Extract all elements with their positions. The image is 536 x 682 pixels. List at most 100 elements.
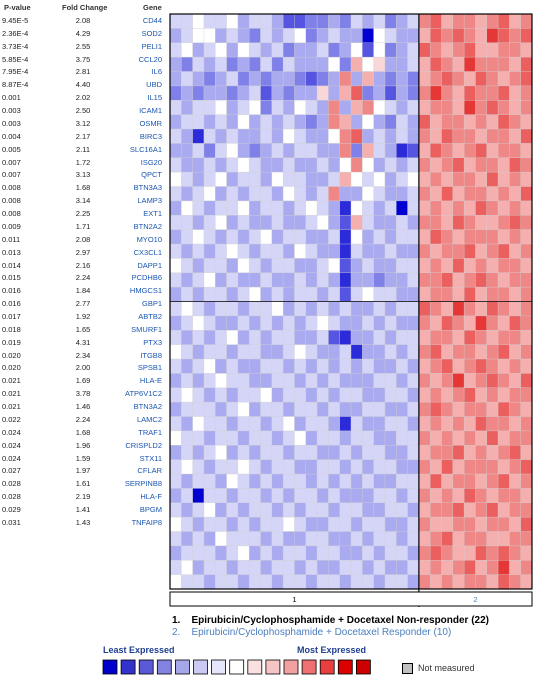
heatmap-cell (384, 272, 397, 288)
heatmap-cell (430, 215, 442, 230)
legend-swatch (337, 659, 353, 675)
heatmap-cell (520, 114, 533, 130)
heatmap-cell (203, 315, 216, 331)
heatmap-cell (170, 28, 182, 44)
gene-link[interactable]: CCL20 (138, 54, 162, 64)
heatmap-cell (452, 229, 465, 245)
heatmap-cell (305, 545, 318, 561)
gene-link[interactable]: DAPP1 (137, 260, 162, 270)
gene-link[interactable]: BTN3A3 (133, 183, 162, 193)
gene-link[interactable]: ICAM1 (139, 106, 162, 116)
gene-link[interactable]: BTN3A2 (133, 402, 162, 412)
gene-link[interactable]: CFLAR (137, 466, 162, 476)
heatmap-cell (362, 28, 374, 44)
gene-link[interactable]: GBP1 (141, 299, 162, 309)
heatmap-cell (407, 301, 420, 317)
heatmap-cell (215, 100, 227, 115)
heatmap-cell (509, 373, 521, 389)
heatmap-cell (384, 459, 397, 475)
gene-link[interactable]: ITGB8 (140, 350, 162, 360)
heatmap-cell (260, 57, 273, 72)
gene-link[interactable]: HMGCS1 (129, 286, 162, 296)
gene-link[interactable]: ATP6V1C2 (125, 389, 162, 399)
heatmap-cell (237, 157, 250, 173)
gene-link[interactable]: SMURF1 (131, 324, 162, 334)
heatmap-cell (407, 129, 420, 144)
gene-link[interactable]: SPSB1 (137, 363, 162, 373)
gene-link[interactable]: LAMP3 (137, 196, 162, 206)
heatmap-cell (226, 402, 239, 417)
heatmap-cell (486, 459, 499, 475)
heatmap-cell (170, 560, 182, 575)
heatmap-cell (260, 373, 273, 389)
gene-link[interactable]: MYO10 (136, 234, 162, 244)
heatmap-cell (328, 531, 340, 547)
heatmap-cell (339, 244, 352, 259)
group-1-legend: 1. Epirubicin/Cyclophosphamide + Docetax… (172, 615, 489, 626)
heatmap-cell (170, 85, 182, 101)
fold-change-cell: 3.13 (75, 170, 91, 180)
heatmap-cell (498, 114, 510, 130)
gene-link[interactable]: ISG20 (140, 157, 162, 167)
heatmap-cell (396, 359, 408, 374)
gene-link[interactable]: PELI1 (141, 41, 162, 51)
gene-link[interactable]: PTX3 (143, 337, 162, 347)
heatmap-cell (475, 359, 488, 374)
gene-link[interactable]: QPCT (141, 170, 162, 180)
heatmap-cell (328, 545, 340, 561)
heatmap-cell (339, 387, 352, 403)
heatmap-cell (407, 574, 420, 590)
heatmap-cell (486, 258, 499, 274)
gene-link[interactable]: STX11 (139, 453, 162, 463)
heatmap-cell (486, 474, 499, 489)
heatmap-cell (215, 359, 227, 374)
heatmap-cell (271, 517, 284, 532)
gene-link[interactable]: SLC16A1 (129, 144, 162, 154)
heatmap-cell (498, 229, 510, 245)
gene-link[interactable]: BPGM (139, 505, 162, 515)
gene-link[interactable]: SERPINB8 (124, 479, 162, 489)
gene-link[interactable]: SOD2 (141, 28, 162, 38)
gene-link[interactable]: UBD (146, 80, 162, 90)
heatmap-cell (260, 114, 273, 130)
heatmap-cell (441, 545, 454, 561)
gene-link[interactable]: TRAF1 (138, 427, 162, 437)
gene-link[interactable]: BTN2A2 (133, 221, 162, 231)
gene-link[interactable]: TNFAIP8 (131, 517, 162, 527)
heatmap-cell (351, 402, 363, 417)
heatmap-cell (384, 416, 397, 432)
heatmap-cell (407, 114, 420, 130)
gene-link[interactable]: PCDHB6 (131, 273, 162, 283)
gene-link[interactable]: HLA-F (140, 492, 162, 502)
heatmap-cell (249, 85, 261, 101)
gene-link[interactable]: ABTB2 (138, 312, 162, 321)
gene-link[interactable]: HLA-E (139, 376, 162, 386)
heatmap-cell (509, 488, 521, 504)
heatmap-cell (498, 100, 510, 115)
gene-link[interactable]: IL6 (151, 67, 162, 77)
heatmap-cell (475, 430, 488, 446)
gene-link[interactable]: IL15 (147, 93, 162, 103)
heatmap-cell (396, 517, 408, 532)
gene-link[interactable]: CX3CL1 (133, 247, 162, 257)
heatmap-cell (339, 344, 352, 360)
heatmap-cell (384, 488, 397, 504)
heatmap-cell (317, 57, 329, 72)
gene-link[interactable]: EXT1 (143, 209, 162, 219)
heatmap-cell (181, 459, 193, 475)
heatmap-cell (441, 301, 454, 317)
heatmap-cell (249, 229, 261, 245)
heatmap-cell (509, 129, 521, 144)
heatmap-cell (475, 42, 488, 58)
gene-link[interactable]: LAMC2 (136, 414, 162, 424)
heatmap-cell (384, 402, 397, 417)
gene-link[interactable]: BIRC3 (139, 131, 162, 141)
heatmap-cell (351, 416, 363, 432)
gene-link[interactable]: CD44 (142, 16, 162, 25)
gene-link[interactable]: OSMR (139, 118, 163, 128)
heatmap-cell (475, 143, 488, 159)
fold-change-cell: 2.17 (75, 131, 91, 141)
gene-link[interactable]: CRISPLD2 (125, 440, 162, 450)
heatmap-cell (294, 359, 307, 374)
heatmap-cell (475, 85, 488, 101)
